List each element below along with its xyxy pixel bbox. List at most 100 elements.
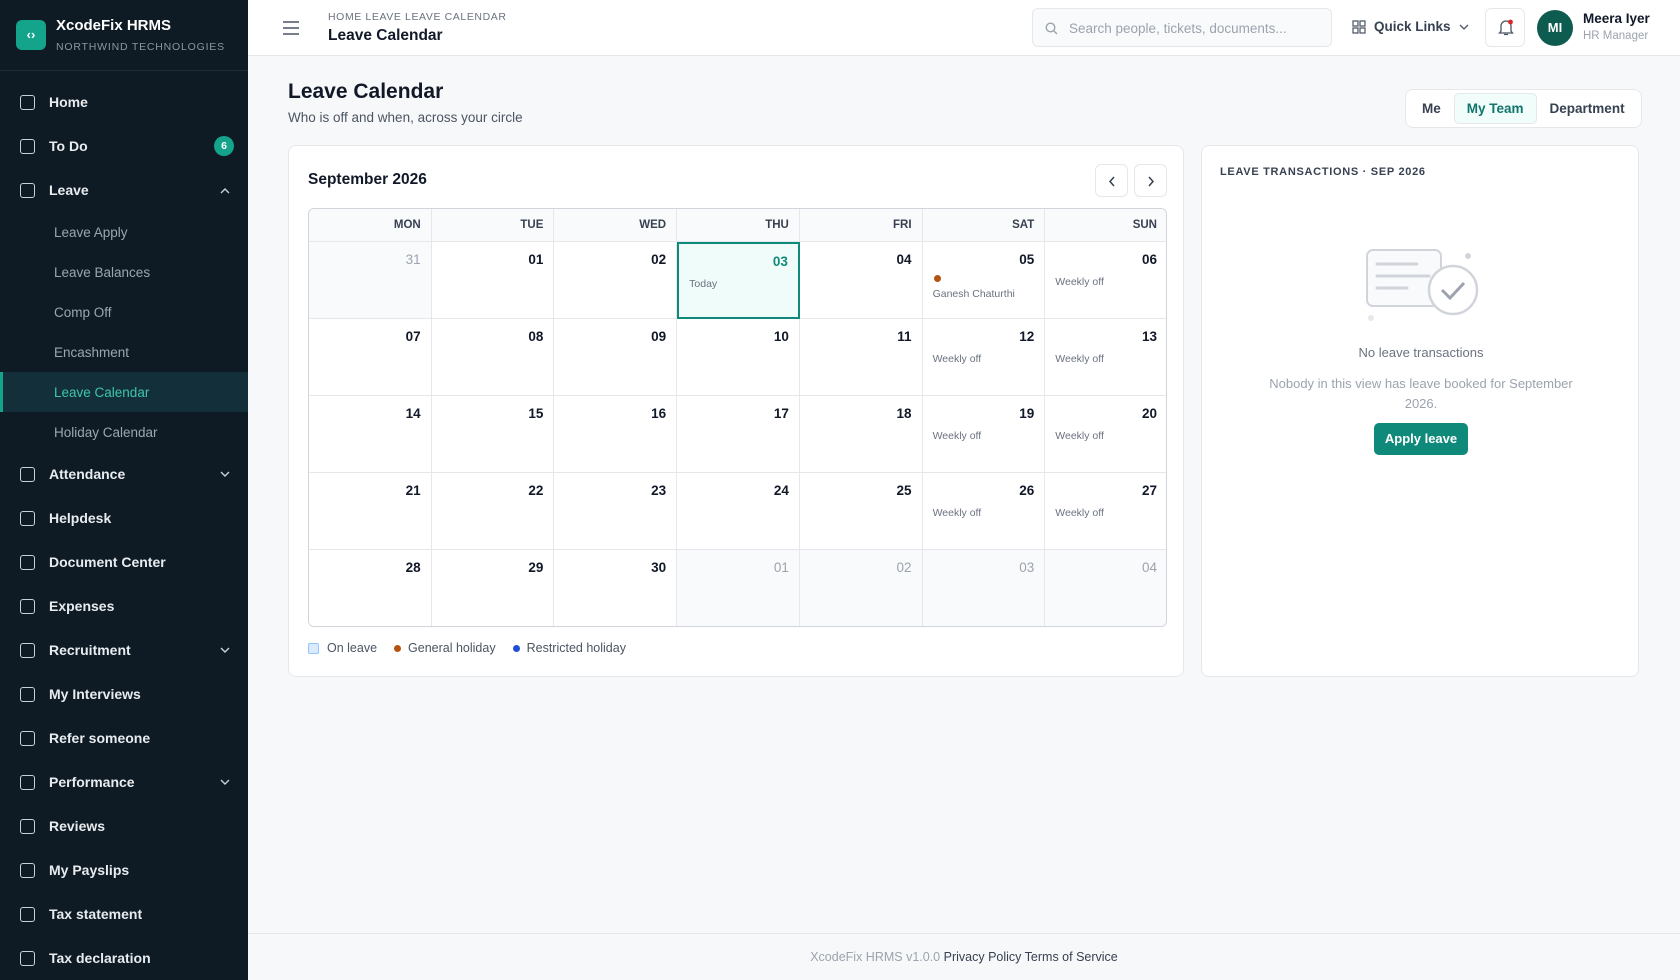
day-cell[interactable]: 17: [677, 396, 800, 473]
day-cell[interactable]: 23: [554, 473, 678, 550]
tab[interactable]: My Team: [1453, 93, 1537, 124]
nav-item[interactable]: Helpdesk: [0, 496, 248, 540]
nav-subitem[interactable]: Encashment: [54, 344, 130, 360]
apply-leave-button[interactable]: Apply leave: [1374, 423, 1468, 455]
nav-item[interactable]: Performance: [0, 760, 248, 804]
nav-label: Leave: [49, 182, 89, 198]
day-cell[interactable]: 26 Weekly off: [922, 473, 1046, 550]
weekday: WED: [554, 209, 678, 242]
day-cell[interactable]: 04: [1045, 550, 1166, 626]
nav-item[interactable]: Reviews: [0, 804, 248, 848]
day-number: 14: [405, 406, 421, 421]
day-cell[interactable]: 01: [431, 242, 555, 319]
day-number: 29: [528, 560, 544, 575]
nav-icon: [20, 774, 35, 790]
day-cell[interactable]: 19 Weekly off: [922, 396, 1046, 473]
nav-item[interactable]: Tax declaration: [0, 936, 248, 980]
day-cell[interactable]: 12 Weekly off: [922, 319, 1046, 396]
nav-subitem[interactable]: Leave Apply: [54, 224, 128, 240]
user-role: HR Manager: [1583, 30, 1649, 42]
nav-item[interactable]: To Do 6: [0, 124, 248, 168]
nav-icon: [20, 950, 35, 966]
day-cell[interactable]: 27 Weekly off: [1045, 473, 1166, 550]
day-number: 18: [896, 406, 912, 421]
day-cell[interactable]: 14: [309, 396, 432, 473]
nav-badge: 6: [214, 136, 234, 156]
menu-button[interactable]: [282, 20, 300, 36]
empty-illustration: [1366, 249, 1479, 321]
tab[interactable]: Department: [1549, 101, 1625, 116]
nav-item[interactable]: Leave: [0, 168, 248, 212]
day-cell[interactable]: 30: [554, 550, 678, 626]
day-cell[interactable]: 15: [431, 396, 555, 473]
day-cell[interactable]: 10: [677, 319, 800, 396]
day-cell[interactable]: 02: [799, 550, 923, 626]
notifications[interactable]: [1485, 8, 1525, 47]
nav-item[interactable]: Home: [0, 80, 248, 124]
day-cell[interactable]: 02: [554, 242, 678, 319]
quick-links[interactable]: Quick Links: [1352, 19, 1469, 34]
nav-item[interactable]: Recruitment: [0, 628, 248, 672]
brand: XcodeFix HRMS: [56, 17, 172, 34]
transactions-card: LEAVE TRANSACTIONS · SEP 2026 No leave t…: [1201, 145, 1639, 677]
day-number: 07: [405, 329, 421, 344]
day-cell[interactable]: 07: [309, 319, 432, 396]
footer-link[interactable]: Terms of Service: [1024, 950, 1118, 964]
day-cell[interactable]: 25: [799, 473, 923, 550]
day-note: Weekly off: [932, 507, 982, 519]
nav-item[interactable]: My Payslips: [0, 848, 248, 892]
weekday: FRI: [799, 209, 923, 242]
day-cell[interactable]: 18: [799, 396, 923, 473]
day-cell[interactable]: 05 Ganesh Chaturthi: [922, 242, 1046, 319]
day-cell[interactable]: 01: [677, 550, 800, 626]
nav-icon: [20, 862, 35, 878]
day-cell[interactable]: 13 Weekly off: [1045, 319, 1166, 396]
day-cell[interactable]: 22: [431, 473, 555, 550]
nav-item[interactable]: Document Center: [0, 540, 248, 584]
day-cell[interactable]: 16: [554, 396, 678, 473]
page-subtitle: Who is off and when, across your circle: [288, 110, 523, 125]
day-cell[interactable]: 09: [554, 319, 678, 396]
footer-link[interactable]: Privacy Policy: [943, 950, 1022, 964]
tab[interactable]: Me: [1422, 101, 1441, 116]
legend-item: On leave: [308, 641, 377, 655]
day-cell[interactable]: 03 Today: [677, 242, 800, 319]
day-cell[interactable]: 20 Weekly off: [1045, 396, 1166, 473]
day-cell[interactable]: 31: [309, 242, 432, 319]
nav-subitem[interactable]: Leave Balances: [54, 264, 151, 280]
nav-item[interactable]: Attendance: [0, 452, 248, 496]
day-cell[interactable]: 03: [922, 550, 1046, 626]
next-month[interactable]: [1134, 164, 1167, 197]
day-number: 06: [1141, 252, 1157, 267]
day-cell[interactable]: 24: [677, 473, 800, 550]
nav-label: Attendance: [49, 466, 126, 482]
day-number: 26: [1019, 483, 1035, 498]
org: NORTHWIND TECHNOLOGIES: [56, 41, 225, 53]
nav-item[interactable]: Expenses: [0, 584, 248, 628]
day-cell[interactable]: 08: [431, 319, 555, 396]
nav-item[interactable]: My Interviews: [0, 672, 248, 716]
day-cell[interactable]: 21: [309, 473, 432, 550]
nav-icon: [20, 466, 35, 482]
day-cell[interactable]: 04: [799, 242, 923, 319]
day-cell[interactable]: 11: [799, 319, 923, 396]
nav-icon: [20, 182, 35, 198]
nav-label: Expenses: [49, 598, 115, 614]
nav-label: Document Center: [49, 554, 166, 570]
nav-label: Reviews: [49, 818, 106, 834]
nav-label: Helpdesk: [49, 510, 112, 526]
avatar[interactable]: MI: [1537, 10, 1573, 46]
nav-label: My Interviews: [49, 686, 141, 702]
prev-month[interactable]: [1095, 164, 1128, 197]
day-number: 28: [405, 560, 421, 575]
nav-subitem[interactable]: Leave Calendar: [0, 372, 248, 412]
nav-item[interactable]: Tax statement: [0, 892, 248, 936]
nav-subitem[interactable]: Comp Off: [54, 304, 112, 320]
nav-item[interactable]: Refer someone: [0, 716, 248, 760]
nav-subitem[interactable]: Holiday Calendar: [54, 424, 158, 440]
day-cell[interactable]: 06 Weekly off: [1045, 242, 1166, 319]
day-number: 31: [405, 252, 421, 267]
day-cell[interactable]: 28: [309, 550, 432, 626]
search-box[interactable]: Search people, tickets, documents...: [1032, 8, 1332, 47]
day-cell[interactable]: 29: [431, 550, 555, 626]
